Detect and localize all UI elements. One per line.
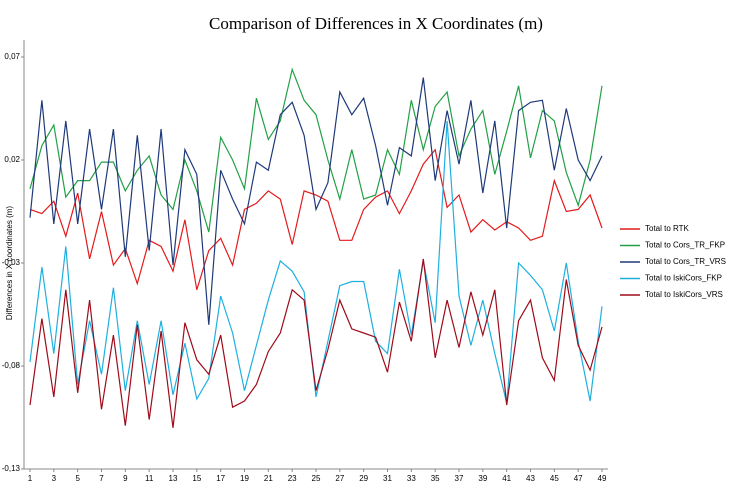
y-tick-label: -0,03	[2, 258, 21, 267]
legend-label: Total to Cors_TR_FKP	[645, 241, 725, 250]
x-tick-label: 7	[99, 474, 104, 483]
legend-label: Total to RTK	[645, 224, 690, 233]
x-tick-label: 27	[335, 474, 344, 483]
x-tick-label: 43	[526, 474, 535, 483]
series-line	[29, 148, 603, 290]
x-tick-label: 35	[431, 474, 440, 483]
y-tick-label: 0,07	[4, 52, 20, 61]
x-tick-label: 5	[75, 474, 80, 483]
x-tick-label: 19	[240, 474, 249, 483]
legend-label: Total to Cors_TR_VRS	[645, 257, 726, 266]
x-tick-label: 41	[502, 474, 511, 483]
x-tick-label: 49	[598, 474, 607, 483]
series-line	[29, 77, 603, 325]
x-tick-label: 33	[407, 474, 416, 483]
x-tick-label: 37	[455, 474, 464, 483]
x-tick-label: 45	[550, 474, 559, 483]
y-tick-label: -0,13	[2, 464, 21, 473]
chart-title: Comparison of Differences in X Coordinat…	[209, 14, 543, 33]
x-tick-label: 31	[383, 474, 392, 483]
x-tick-label: 13	[169, 474, 178, 483]
y-axis-label: Differences in X coordinates (m)	[5, 206, 14, 320]
x-tick-label: 25	[312, 474, 321, 483]
legend-label: Total to IskiCors_FKP	[645, 274, 722, 283]
y-tick-label: 0,02	[4, 155, 20, 164]
x-tick-label: 1	[28, 474, 33, 483]
x-tick-label: 39	[478, 474, 487, 483]
x-tick-label: 15	[192, 474, 201, 483]
x-tick-label: 23	[288, 474, 297, 483]
x-tick-label: 11	[145, 474, 154, 483]
x-tick-label: 47	[574, 474, 583, 483]
x-tick-label: 21	[264, 474, 273, 483]
legend-label: Total to IskiCors_VRS	[645, 290, 723, 299]
series-line	[29, 258, 603, 428]
x-tick-label: 29	[359, 474, 368, 483]
x-tick-label: 17	[216, 474, 225, 483]
y-tick-label: -0,08	[2, 361, 21, 370]
series-line	[29, 67, 603, 233]
x-tick-label: 3	[52, 474, 57, 483]
x-tick-label: 9	[123, 474, 128, 483]
